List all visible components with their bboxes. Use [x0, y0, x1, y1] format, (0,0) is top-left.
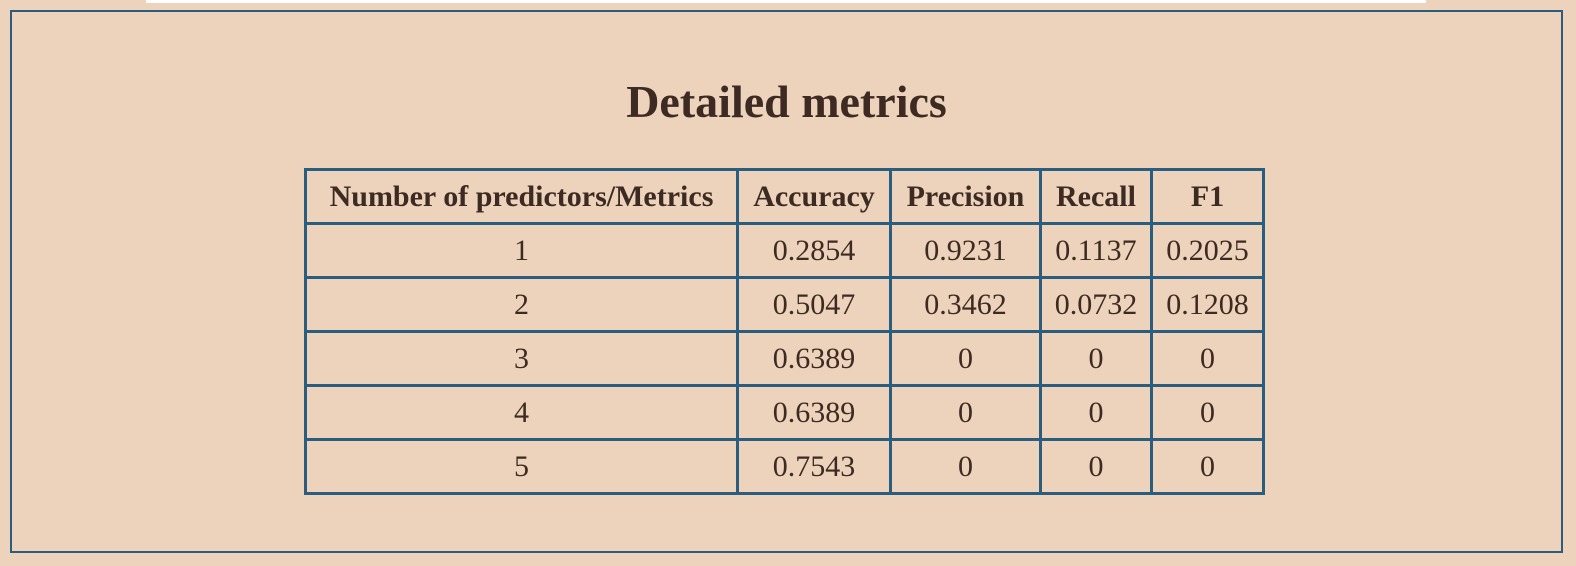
recall-cell: 0	[1039, 384, 1153, 441]
metrics-table: Number of predictors/Metrics Accuracy Pr…	[304, 168, 1265, 495]
precision-cell: 0.3462	[889, 276, 1042, 333]
accuracy-cell: 0.5047	[736, 276, 892, 333]
f1-cell: 0	[1150, 330, 1265, 387]
table-header-row: Number of predictors/Metrics Accuracy Pr…	[304, 168, 1265, 225]
recall-cell: 0.0732	[1039, 276, 1153, 333]
page-title: Detailed metrics	[626, 76, 947, 127]
top-strip	[146, 0, 1426, 3]
table-row: 5 0.7543 0 0 0	[304, 438, 1265, 495]
table-row: 4 0.6389 0 0 0	[304, 384, 1265, 441]
precision-cell: 0	[889, 384, 1042, 441]
table-row: 2 0.5047 0.3462 0.0732 0.1208	[304, 276, 1265, 333]
f1-cell: 0	[1150, 438, 1265, 495]
accuracy-cell: 0.7543	[736, 438, 892, 495]
column-header-precision: Precision	[889, 168, 1042, 225]
accuracy-cell: 0.6389	[736, 330, 892, 387]
predictors-cell: 3	[304, 330, 739, 387]
predictors-cell: 1	[304, 222, 739, 279]
column-header-recall: Recall	[1039, 168, 1153, 225]
accuracy-cell: 0.2854	[736, 222, 892, 279]
column-header-predictors: Number of predictors/Metrics	[304, 168, 739, 225]
column-header-accuracy: Accuracy	[736, 168, 892, 225]
recall-cell: 0	[1039, 330, 1153, 387]
f1-cell: 0.1208	[1150, 276, 1265, 333]
precision-cell: 0	[889, 438, 1042, 495]
precision-cell: 0	[889, 330, 1042, 387]
metrics-panel: Detailed metrics Number of predictors/Me…	[10, 10, 1563, 553]
recall-cell: 0.1137	[1039, 222, 1153, 279]
column-header-f1: F1	[1150, 168, 1265, 225]
precision-cell: 0.9231	[889, 222, 1042, 279]
table-row: 3 0.6389 0 0 0	[304, 330, 1265, 387]
table-row: 1 0.2854 0.9231 0.1137 0.2025	[304, 222, 1265, 279]
f1-cell: 0	[1150, 384, 1265, 441]
accuracy-cell: 0.6389	[736, 384, 892, 441]
predictors-cell: 4	[304, 384, 739, 441]
recall-cell: 0	[1039, 438, 1153, 495]
f1-cell: 0.2025	[1150, 222, 1265, 279]
predictors-cell: 2	[304, 276, 739, 333]
predictors-cell: 5	[304, 438, 739, 495]
